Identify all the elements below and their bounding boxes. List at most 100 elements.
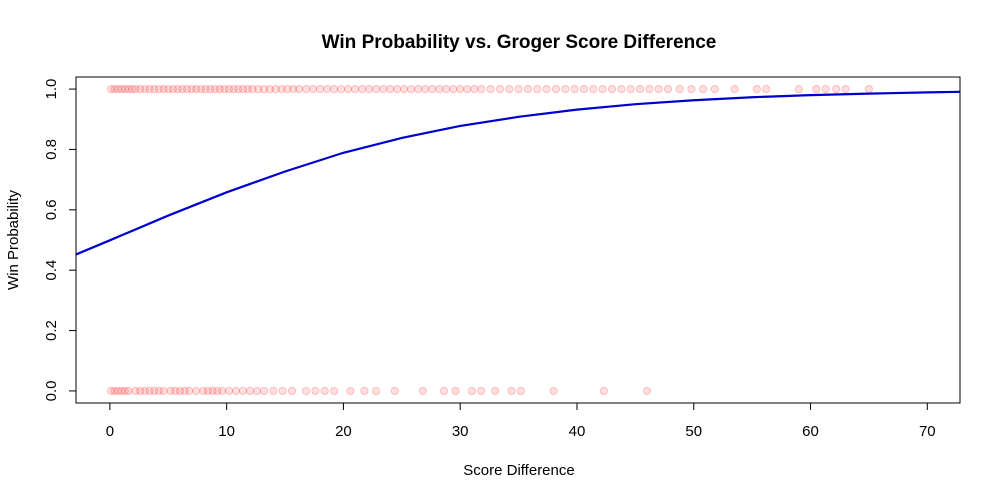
data-point [289,84,298,94]
data-point [390,386,399,396]
y-tick-label: 0.2 [43,320,60,341]
data-point [428,84,437,94]
x-tick-label: 20 [335,423,352,440]
data-point [311,386,320,396]
data-point [421,84,430,94]
data-point [248,84,257,94]
data-point [516,386,526,396]
data-point [687,84,696,94]
data-point [579,84,589,94]
data-point [336,84,346,94]
data-point [821,84,830,94]
data-point [812,84,821,94]
data-point [414,84,423,94]
data-point [213,386,222,396]
data-point [224,386,234,396]
data-point [259,84,269,94]
data-point [329,84,339,94]
data-point [159,84,168,94]
data-point [201,84,210,94]
data-point [140,84,149,94]
data-point [551,84,561,94]
data-point [635,84,645,94]
data-point [393,84,402,94]
data-point [229,84,238,94]
data-point [175,386,185,396]
data-point [486,84,495,94]
data-point [495,84,504,94]
data-point [439,386,448,396]
data-point [231,386,241,396]
data-point [372,84,381,94]
data-point [238,386,248,396]
data-point [477,84,486,94]
data-point [561,84,570,94]
x-tick-label: 10 [218,423,235,440]
data-point [346,386,355,396]
data-point [173,84,182,94]
data-point [329,386,339,396]
x-tick-label: 0 [106,423,114,440]
plot-box [75,76,961,404]
data-point [675,84,684,94]
data-point [523,84,533,94]
data-point [145,84,154,94]
data-point [698,84,708,94]
data-point [491,386,500,396]
data-point [187,84,196,94]
data-point [379,84,388,94]
data-point [400,84,409,94]
data-point [589,84,598,94]
data-point [533,84,542,94]
data-point [654,84,663,94]
x-tick-label: 40 [569,423,586,440]
data-point [549,386,558,396]
plot-layer [76,84,960,396]
data-point [150,84,159,94]
data-point [269,386,278,396]
data-point [265,84,274,94]
data-point [127,84,137,94]
data-point [710,84,719,94]
data-point [470,84,479,94]
data-point [136,386,145,396]
data-point [206,84,215,94]
data-point [166,386,175,396]
data-point [113,386,123,396]
data-point [570,84,579,94]
data-point [542,84,551,94]
data-point [752,84,761,94]
data-point [301,386,311,396]
y-tick-label: 1.0 [43,79,60,100]
fitted-curve [76,90,960,256]
data-point [131,84,140,94]
y-axis-label: Win Probability [5,189,22,290]
data-point [208,386,217,396]
data-point [435,84,444,94]
x-axis-label: Score Difference [463,462,574,479]
data-point [106,386,116,396]
data-point [164,84,173,94]
data-point [154,84,164,94]
data-point [117,386,126,396]
data-point [467,386,476,396]
data-point [294,84,304,94]
data-point [456,84,465,94]
data-point [210,84,220,94]
data-point [199,386,208,396]
chart-title: Win Probability vs. Groger Score Differe… [322,32,717,53]
data-point [626,84,635,94]
data-point [407,84,416,94]
data-point [203,386,213,396]
data-point [762,84,771,94]
data-point [131,386,140,396]
x-tick-label: 50 [685,423,702,440]
y-tick-label: 0.4 [43,260,60,281]
data-point [182,84,192,94]
data-point [124,386,133,396]
data-point [150,386,159,396]
data-point [120,386,130,396]
data-point [192,386,201,396]
